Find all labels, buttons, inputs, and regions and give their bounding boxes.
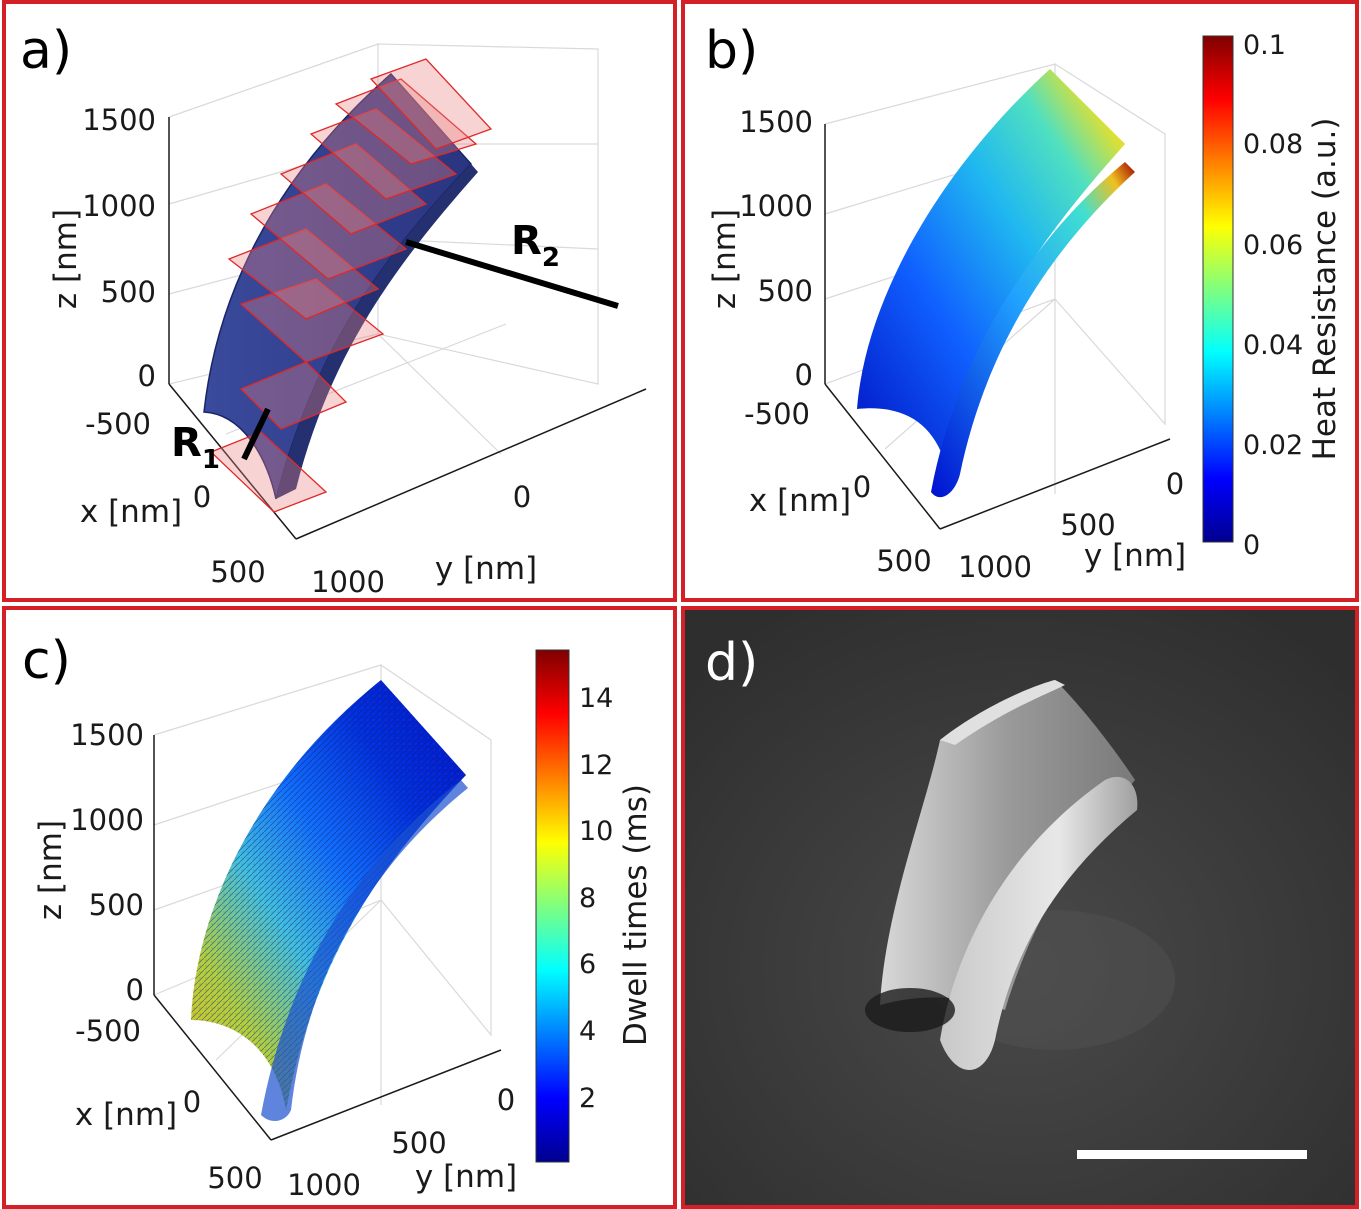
y-tick: 500 xyxy=(391,1126,446,1160)
x-tick: -500 xyxy=(75,1014,141,1048)
x-tick: -500 xyxy=(744,397,810,431)
colorbar-label: Heat Resistance (a.u.) xyxy=(1307,118,1343,461)
panel-label: c) xyxy=(22,631,71,691)
z-tick: 1000 xyxy=(739,189,813,223)
colorbar-tick: 0 xyxy=(1243,530,1260,561)
x-tick: 500 xyxy=(876,544,931,578)
axes xyxy=(168,117,647,540)
panel-label: b) xyxy=(705,21,758,81)
z-axis-label: z [nm] xyxy=(707,209,743,309)
colorbar-tick: 0.02 xyxy=(1243,430,1303,461)
colorbar-tick: 6 xyxy=(579,949,596,980)
x-tick: 0 xyxy=(853,470,871,504)
colorbar-tick: 4 xyxy=(579,1016,596,1047)
r2-line xyxy=(405,239,619,309)
colorbar xyxy=(535,649,570,1163)
colorbar-tick: 2 xyxy=(579,1083,596,1114)
panel-b-plot: 0.1 0.08 0.06 0.04 0.02 0 Heat Resistanc… xyxy=(705,21,1343,584)
z-axis-label: z [nm] xyxy=(48,209,84,309)
x-tick: 0 xyxy=(193,480,211,514)
z-tick: 0 xyxy=(138,359,156,393)
z-tick: 500 xyxy=(101,275,156,309)
x-axis-label: x [nm] xyxy=(80,494,182,530)
z-tick: 500 xyxy=(89,888,144,922)
panel-d: d) xyxy=(681,606,1359,1209)
z-tick: 1500 xyxy=(82,103,156,137)
y-tick: 0 xyxy=(497,1083,515,1117)
panel-label: d) xyxy=(705,633,758,693)
panel-c-plot: 14 12 10 8 6 4 2 Dwell times (ms) 1500 1… xyxy=(22,631,654,1202)
x-axis-label: x [nm] xyxy=(749,483,851,519)
dwell-time-surface xyxy=(191,680,468,1122)
z-tick: 1000 xyxy=(82,189,156,223)
z-axis-label: z [nm] xyxy=(33,820,69,920)
z-tick: 500 xyxy=(758,274,813,308)
colorbar-tick: 12 xyxy=(579,750,613,781)
y-tick: 0 xyxy=(1166,467,1184,501)
z-tick: 1500 xyxy=(739,105,813,139)
sem-structure xyxy=(865,680,1138,1070)
r2-annotation: R2 xyxy=(511,218,560,273)
panel-a: R1 R2 1500 1000 500 0 -500 0 500 0 1000 … xyxy=(2,0,677,602)
y-tick: 1000 xyxy=(287,1168,361,1202)
x-tick: 500 xyxy=(207,1161,262,1195)
r1-line xyxy=(241,407,271,461)
colorbar-tick: 14 xyxy=(579,683,613,714)
curved-wall-surface xyxy=(203,58,493,513)
y-tick: 500 xyxy=(1060,508,1115,542)
x-tick: -500 xyxy=(85,407,151,441)
r1-annotation: R1 xyxy=(171,420,220,475)
z-tick: 1000 xyxy=(70,803,144,837)
y-axis-label: y [nm] xyxy=(1084,538,1186,574)
sem-image: d) xyxy=(685,610,1355,1205)
axes xyxy=(153,735,502,1141)
z-tick: 0 xyxy=(126,973,144,1007)
colorbar-label: Dwell times (ms) xyxy=(618,784,654,1046)
y-axis-label: y [nm] xyxy=(415,1159,517,1195)
axes xyxy=(824,124,1171,530)
y-tick: 1000 xyxy=(958,550,1032,584)
z-tick: 0 xyxy=(795,358,813,392)
y-axis-label: y [nm] xyxy=(435,551,537,587)
y-tick: 1000 xyxy=(311,565,385,598)
x-axis-label: x [nm] xyxy=(75,1097,177,1133)
colorbar-tick: 0.08 xyxy=(1243,129,1303,160)
panel-b: 0.1 0.08 0.06 0.04 0.02 0 Heat Resistanc… xyxy=(681,0,1359,602)
colorbar-tick: 0.04 xyxy=(1243,330,1303,361)
panel-label: a) xyxy=(20,21,72,81)
scale-bar xyxy=(1077,1150,1307,1159)
panel-a-plot: R1 R2 1500 1000 500 0 -500 0 500 0 1000 … xyxy=(20,21,647,598)
colorbar xyxy=(1202,35,1234,543)
y-tick: 0 xyxy=(513,480,531,514)
x-tick: 0 xyxy=(183,1085,201,1119)
colorbar-tick: 10 xyxy=(579,816,613,847)
colorbar-tick: 8 xyxy=(579,883,596,914)
colorbar-tick: 0.1 xyxy=(1243,30,1286,61)
x-tick: 500 xyxy=(210,555,265,589)
colorbar-tick: 0.06 xyxy=(1243,230,1303,261)
z-tick: 1500 xyxy=(70,718,144,752)
panel-c: 14 12 10 8 6 4 2 Dwell times (ms) 1500 1… xyxy=(2,606,677,1209)
heat-resistance-surface xyxy=(857,69,1135,498)
